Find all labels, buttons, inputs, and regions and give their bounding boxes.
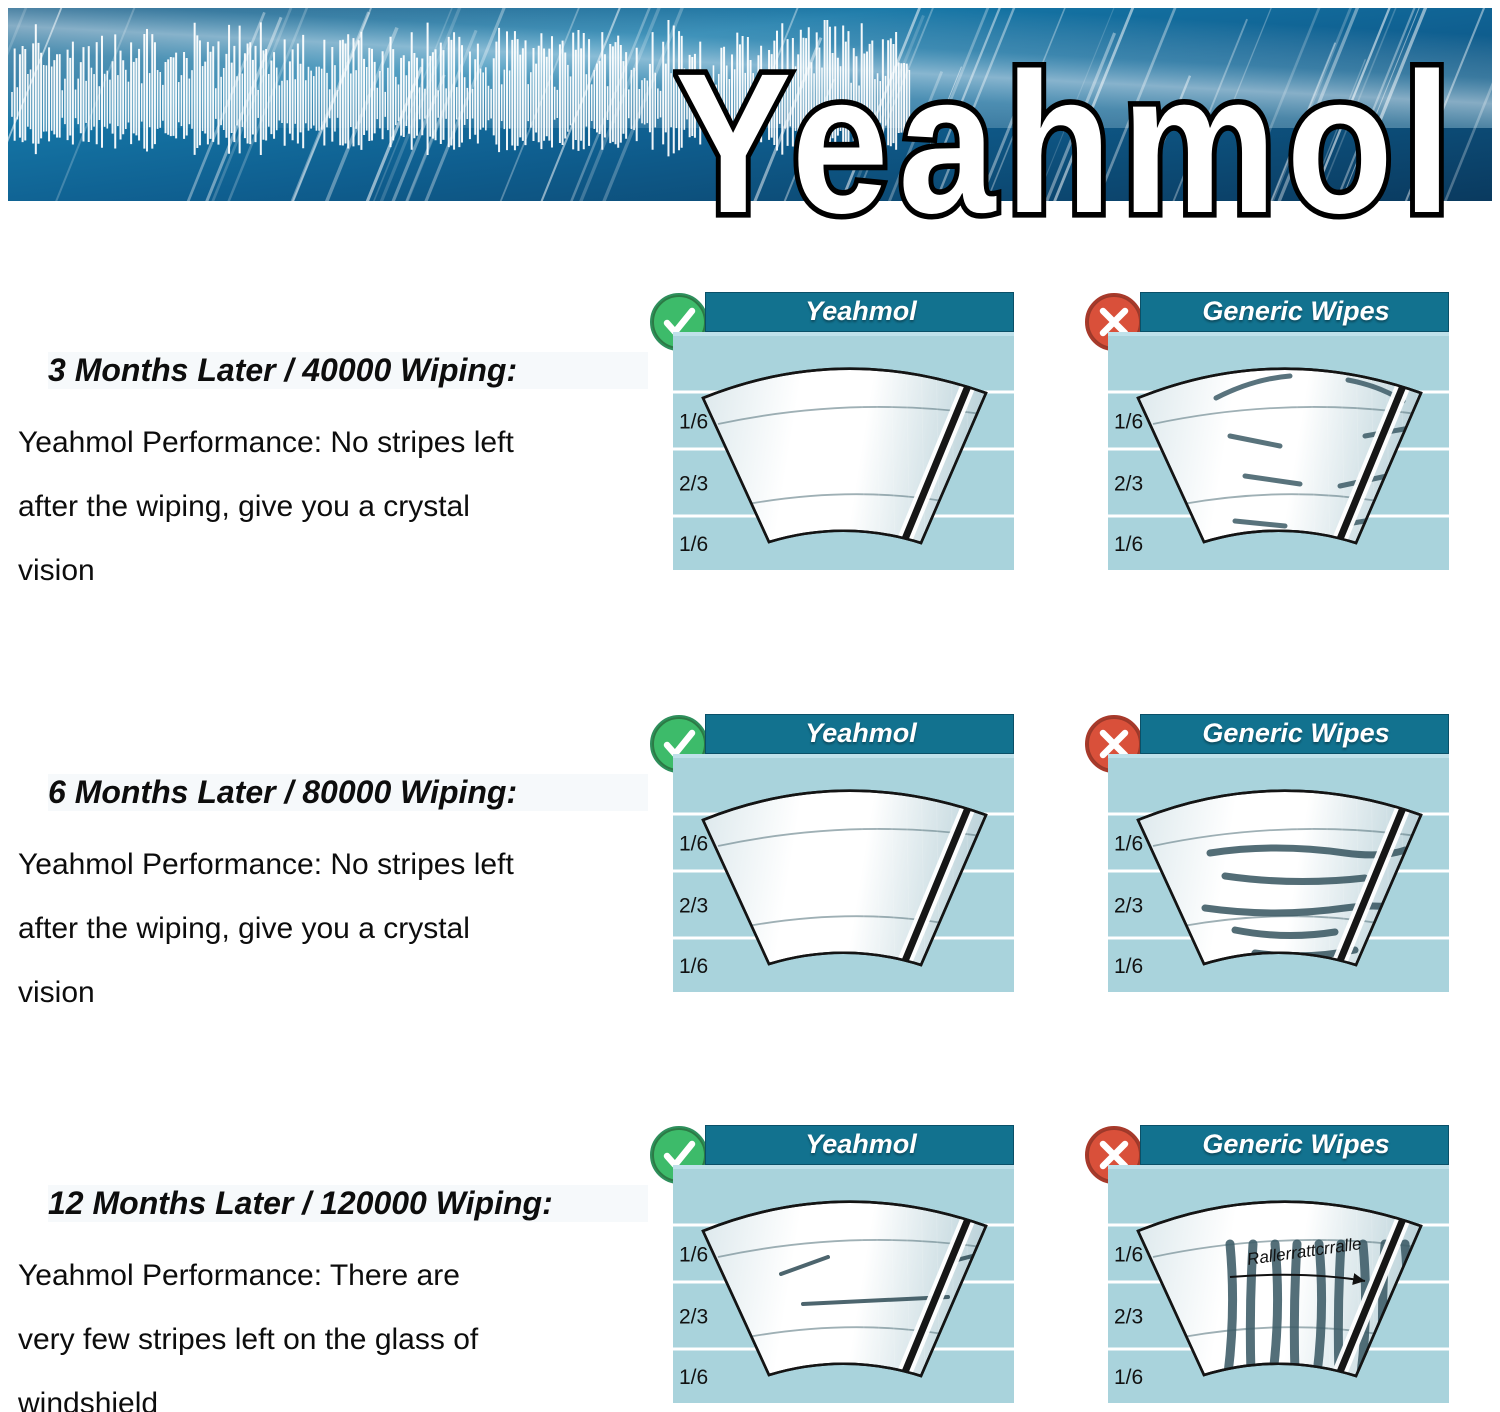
svg-text:2/3: 2/3 <box>679 473 708 496</box>
svg-text:2/3: 2/3 <box>1114 895 1143 918</box>
svg-text:1/6: 1/6 <box>1114 833 1143 856</box>
svg-text:1/6: 1/6 <box>679 411 708 434</box>
svg-text:1/6: 1/6 <box>679 1366 708 1389</box>
svg-text:1/6: 1/6 <box>679 955 708 978</box>
svg-text:2/3: 2/3 <box>1114 473 1143 496</box>
svg-text:1/6: 1/6 <box>679 1244 708 1267</box>
svg-text:1/6: 1/6 <box>1114 1244 1143 1267</box>
svg-text:1/6: 1/6 <box>1114 533 1143 556</box>
svg-text:1/6: 1/6 <box>1114 1366 1143 1389</box>
svg-text:1/6: 1/6 <box>1114 955 1143 978</box>
svg-text:1/6: 1/6 <box>1114 411 1143 434</box>
svg-text:1/6: 1/6 <box>679 833 708 856</box>
svg-text:2/3: 2/3 <box>679 1306 708 1329</box>
svg-text:2/3: 2/3 <box>679 895 708 918</box>
svg-text:2/3: 2/3 <box>1114 1306 1143 1329</box>
svg-text:1/6: 1/6 <box>679 533 708 556</box>
